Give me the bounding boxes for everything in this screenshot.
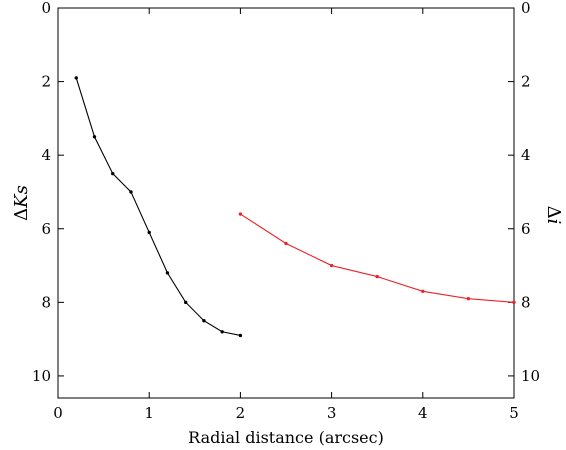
data-point — [375, 274, 379, 279]
data-point — [74, 76, 78, 80]
x-tick-label: 3 — [327, 404, 337, 422]
series-line — [240, 213, 515, 303]
x-axis-label: Radial distance (arcsec) — [188, 428, 384, 447]
data-point — [421, 289, 425, 294]
x-tick-label: 4 — [418, 404, 428, 422]
x-tick-label: 0 — [53, 404, 63, 422]
data-point — [129, 190, 133, 194]
y-tick-label-left: 6 — [41, 220, 51, 238]
data-point — [92, 135, 97, 139]
y-tick-label-right: 8 — [521, 293, 531, 311]
x-tick-label: 1 — [144, 404, 154, 422]
y-ticks: 0 0 2 2 4 4 6 6 8 8 10 10 — [32, 0, 540, 385]
y-axis-label-left: ΔKs — [11, 185, 32, 221]
x-tick-label: 5 — [509, 404, 519, 422]
data-point — [329, 263, 334, 268]
y-tick-label-right: 2 — [521, 73, 531, 91]
y-tick-label-left: 4 — [41, 146, 51, 164]
data-point — [238, 333, 243, 338]
data-point — [238, 212, 243, 216]
series-line — [75, 77, 241, 336]
y-tick-label-right: 0 — [521, 0, 531, 17]
y-tick-label-left: 2 — [41, 73, 51, 91]
y-axis-label-right-prefix: Δ — [543, 206, 564, 219]
y-tick-label-left: 10 — [32, 367, 51, 385]
y-axis-label-left-var: Ks — [11, 185, 32, 209]
y-axis-label-right: Δi — [543, 206, 564, 225]
y-tick-label-right: 10 — [521, 367, 540, 385]
data-point — [165, 271, 170, 275]
data-point — [220, 330, 224, 334]
data-point — [466, 296, 471, 301]
data-point — [202, 319, 206, 323]
plot-frame — [57, 7, 515, 399]
data-point — [111, 171, 115, 176]
series-right — [238, 212, 516, 305]
data-point — [183, 300, 188, 305]
data-point — [147, 230, 151, 235]
y-axis-label-right-var: i — [543, 219, 564, 225]
data-point — [284, 241, 288, 246]
series-layer — [74, 76, 516, 338]
data-point — [512, 300, 516, 305]
y-tick-label-left: 8 — [41, 293, 51, 311]
y-tick-label-left: 0 — [41, 0, 51, 17]
series-left — [74, 76, 243, 338]
y-axis-label-left-prefix: Δ — [11, 208, 32, 221]
x-ticks: 0 1 2 3 4 5 — [53, 8, 519, 422]
y-tick-label-right: 6 — [521, 220, 531, 238]
x-tick-label: 2 — [236, 404, 246, 422]
y-tick-label-right: 4 — [521, 146, 531, 164]
